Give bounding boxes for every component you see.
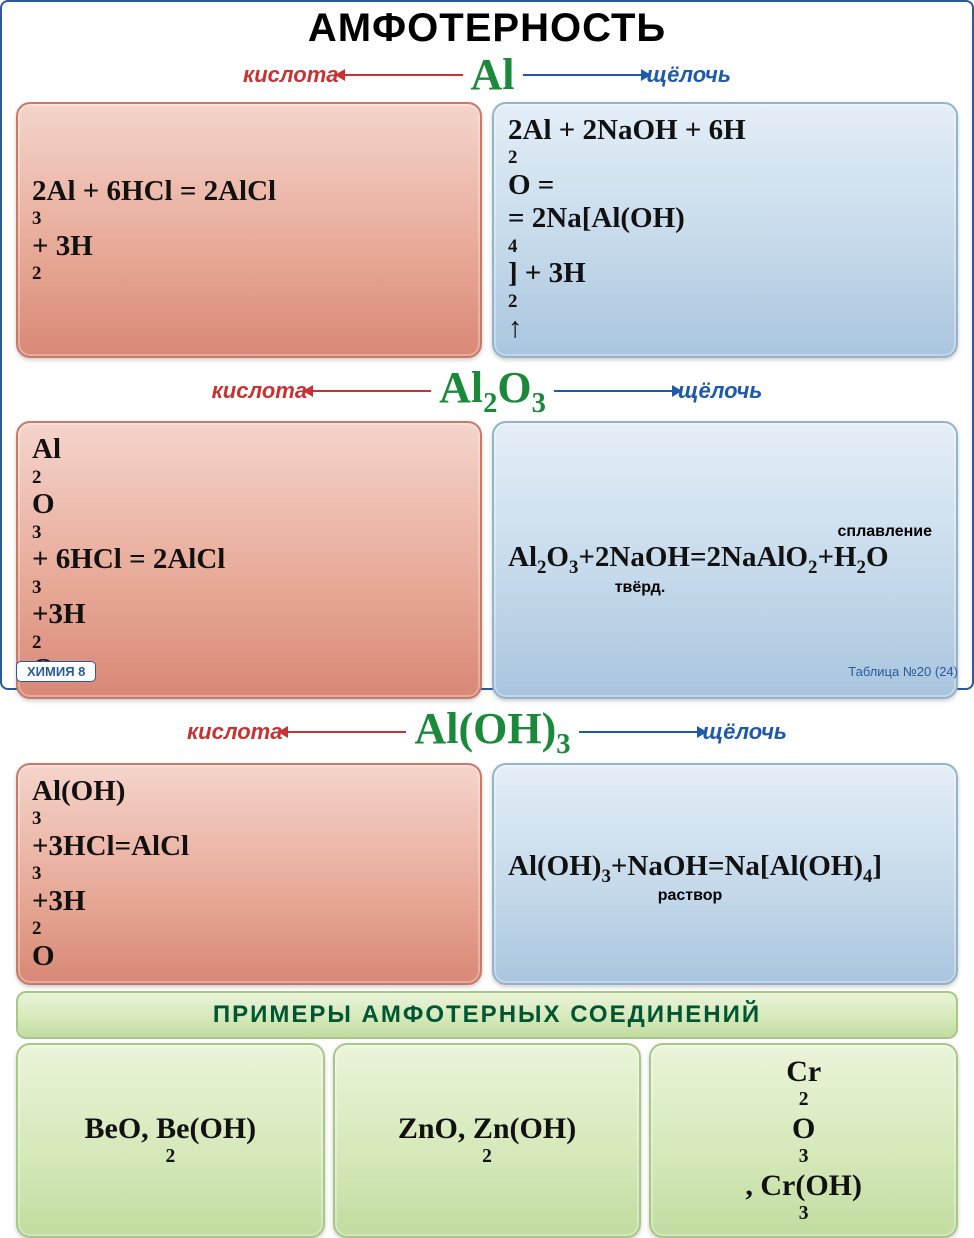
acid-arrow-label: кислота (243, 62, 462, 88)
examples-title: ПРИМЕРЫ АМФОТЕРНЫХ СОЕДИНЕНИЙ (16, 991, 958, 1039)
example-be: BeO, Be(OH)2 (16, 1043, 325, 1238)
acid-word: кислота (212, 378, 307, 404)
base-word: щёлочь (678, 378, 762, 404)
subject-chip: ХИМИЯ 8 (16, 661, 96, 682)
base-arrow-label: щёлочь (554, 378, 762, 404)
solution-note: раствор (438, 887, 942, 905)
arrow-left-icon (286, 731, 406, 733)
section-header-al2o3: кислота Al2O3 щёлочь (2, 362, 972, 420)
examples-row: BeO, Be(OH)2 ZnO, Zn(OH)2 Cr2O3, Cr(OH)3 (2, 1043, 972, 1238)
acid-word: кислота (243, 62, 338, 88)
acid-arrow-label: кислота (187, 719, 406, 745)
arrow-right-icon (554, 390, 674, 392)
base-equation-aloh3: Al(OH)3+NaOH=Na[Al(OH)4] раствор (492, 763, 958, 985)
base-word: щёлочь (703, 719, 787, 745)
example-zn: ZnO, Zn(OH)2 (333, 1043, 642, 1238)
element-aloh3: Al(OH)3 (414, 703, 570, 761)
equation-pair-aloh3: Al(OH)3+3HCl=AlCl3+3H2O Al(OH)3+NaOH=Na[… (2, 763, 972, 985)
base-word: щёлочь (647, 62, 731, 88)
base-equation-al2o3: сплавление Al2O3+2NaOH=2NaAlO2+H2O твёрд… (492, 421, 958, 698)
base-eq-text: Al(OH)3+NaOH=Na[Al(OH)4] (508, 850, 942, 887)
acid-equation-aloh3: Al(OH)3+3HCl=AlCl3+3H2O (16, 763, 482, 985)
equation-pair-al: 2Al + 6HCl = 2AlCl3+ 3H2 2Al + 2NaOH + 6… (2, 102, 972, 358)
arrow-left-icon (311, 390, 431, 392)
section-header-aloh3: кислота Al(OH)3 щёлочь (2, 703, 972, 761)
acid-equation-al: 2Al + 6HCl = 2AlCl3+ 3H2 (16, 102, 482, 358)
equation-pair-al2o3: Al2O3+ 6HCl = 2AlCl3+3H2O сплавление Al2… (2, 421, 972, 698)
acid-word: кислота (187, 719, 282, 745)
section-header-al: кислота Al щёлочь (2, 49, 972, 100)
base-eq-text: Al2O3+2NaOH=2NaAlO2+H2O (508, 541, 942, 578)
base-arrow-label: щёлочь (579, 719, 787, 745)
table-number: Таблица №20 (24) (848, 664, 958, 679)
element-al: Al (471, 49, 515, 100)
page-title: АМФОТЕРНОСТЬ (2, 6, 972, 51)
acid-equation-al2o3: Al2O3+ 6HCl = 2AlCl3+3H2O (16, 421, 482, 698)
element-al2o3: Al2O3 (439, 362, 546, 420)
base-equation-al: 2Al + 2NaOH + 6H2O == 2Na[Al(OH)4] + 3H2… (492, 102, 958, 358)
solid-note: твёрд. (338, 579, 942, 597)
footer: ХИМИЯ 8 Таблица №20 (24) (16, 661, 958, 682)
arrow-left-icon (343, 74, 463, 76)
arrow-right-icon (579, 731, 699, 733)
fusion-note: сплавление (508, 523, 942, 541)
arrow-right-icon (523, 74, 643, 76)
base-arrow-label: щёлочь (523, 62, 731, 88)
example-cr: Cr2O3, Cr(OH)3 (649, 1043, 958, 1238)
acid-arrow-label: кислота (212, 378, 431, 404)
